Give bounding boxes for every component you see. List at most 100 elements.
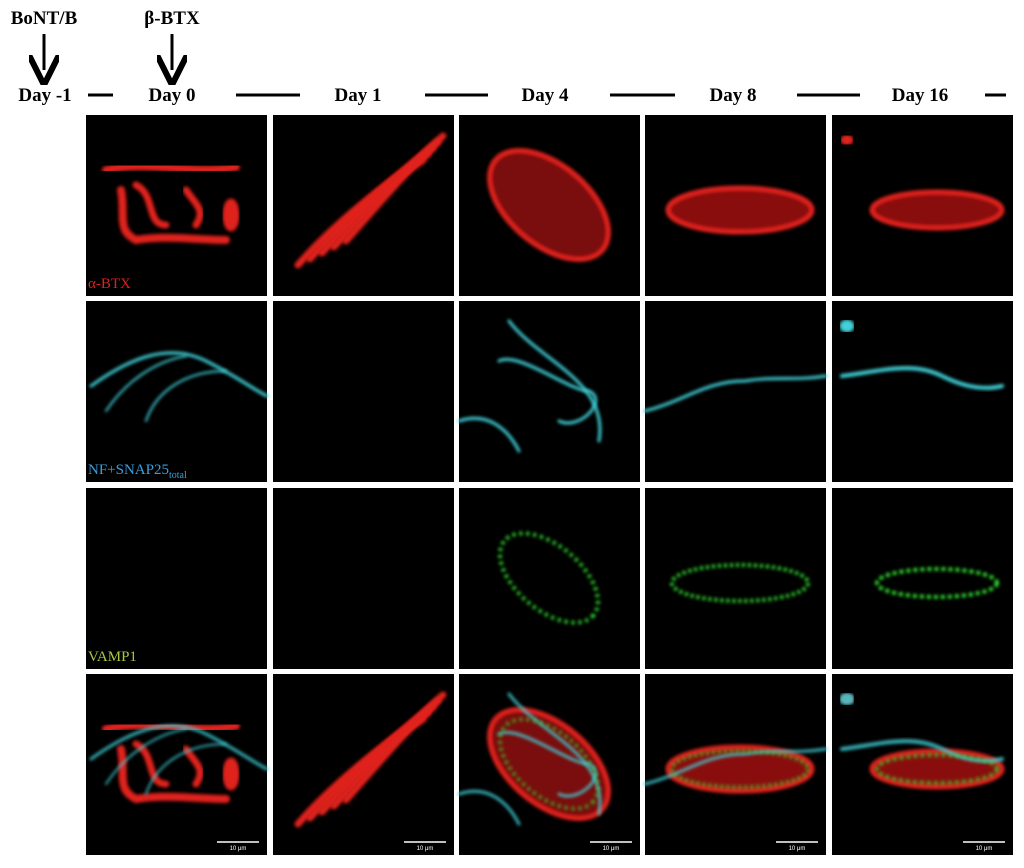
day-label: Day -1 [18,85,71,106]
scale-bar-label: 10 μm [789,846,806,852]
panel-content [839,319,1004,390]
panel-background [273,488,454,669]
micrograph [86,301,269,482]
micrograph [273,488,454,669]
micrograph [273,301,454,482]
panel-content [643,744,828,794]
signal [132,181,170,229]
micrograph [832,301,1013,482]
panel-background [459,301,640,482]
signal [457,789,521,826]
signal [665,185,815,235]
channel-label: NF+SNAP25total [88,462,187,481]
signal [643,374,828,413]
annotation: β-BTX [144,8,200,29]
signal [342,132,447,245]
signal [670,563,810,603]
day-label: Day 16 [892,85,948,106]
panel-background [832,301,1013,482]
micrograph [645,488,826,669]
micrograph [645,115,826,296]
signal [840,134,854,146]
timeline: Day -1 Day 0 Day 1 Day 4 Day 8 Day 16 [18,85,1006,106]
panel-content [875,567,999,599]
micrograph: 10 μm [643,674,828,855]
panel-content [457,319,602,453]
signal [117,186,230,245]
signal [670,749,810,789]
signal [105,355,187,412]
panel-background [86,488,267,669]
micrograph [643,301,828,482]
signal [222,757,240,791]
panel-content [102,162,240,245]
micrograph [86,488,267,669]
panel-content [457,692,611,826]
signal [487,148,611,262]
signal [222,198,240,232]
signal [89,351,269,398]
scale-bar-label: 10 μm [230,846,247,852]
micrograph: 10 μm [457,674,640,855]
panel-content [294,132,447,269]
day-label: Day 1 [335,85,382,106]
signal [105,728,187,785]
signal [457,416,521,453]
signal [342,691,447,804]
signal [182,186,204,229]
signal [145,743,227,795]
signal [840,739,1004,763]
micrograph: 10 μm [832,674,1013,855]
panel-background [86,674,267,855]
scale-bar-label: 10 μm [417,846,434,852]
panel-content [89,721,269,804]
panel-background [645,301,826,482]
panel-content [670,563,810,603]
signal [665,744,815,794]
channel-label: α-BTX [88,276,131,292]
micrograph [459,488,640,669]
signal [875,567,999,599]
micrograph: 10 μm [86,674,269,855]
signal [839,692,855,706]
panel-content [89,351,269,422]
micrograph [832,115,1013,296]
signal [497,357,597,425]
signal [102,162,240,174]
panel-content [498,531,600,625]
micrograph [457,301,640,482]
panel-content [643,374,828,413]
signal [145,370,227,422]
panel-background [86,301,267,482]
signal [839,319,855,333]
micrograph [86,115,267,296]
signal [498,531,600,625]
signal [869,189,1005,231]
scale-bar-label: 10 μm [603,846,620,852]
panel-content [487,148,611,262]
panel-background [86,115,267,296]
panel-content [294,691,447,828]
day-label: Day 0 [149,85,196,106]
micrograph [273,115,454,296]
panel-grid: 10 μm 10 μm 10 μm 10 μm 10 μm α-BTX NF+SNAP25t… [86,115,1013,855]
signal [487,707,611,821]
signal [182,745,204,788]
panel-background [459,488,640,669]
panel-content [839,692,1005,790]
signal [507,692,602,816]
micrograph [832,488,1013,669]
annotation: BoNT/B [11,8,78,29]
day-label: Day 8 [710,85,757,106]
scale-bar-label: 10 μm [976,846,993,852]
signal [117,745,230,804]
channel-label: VAMP1 [88,649,137,665]
micrograph [459,115,640,296]
channel-label-subscript: total [169,470,187,481]
signal [875,753,999,785]
signal [498,717,600,811]
panel-content [840,134,1005,231]
day-label: Day 4 [522,85,569,106]
